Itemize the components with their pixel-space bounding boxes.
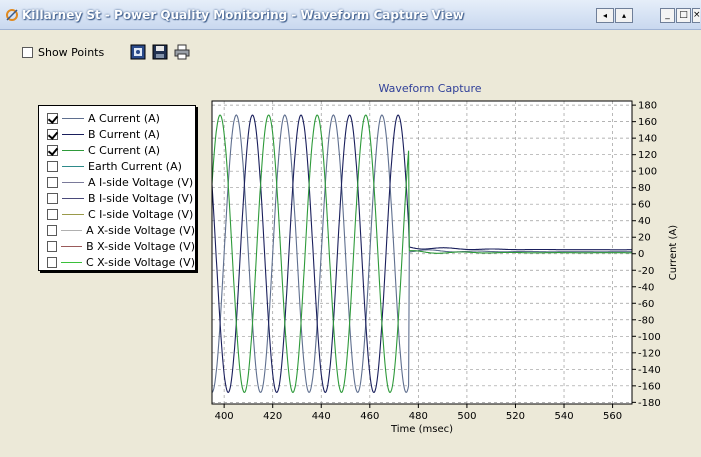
- window-title: Killarney St - Power Quality Monitoring …: [22, 8, 464, 22]
- y-tick-label: 160: [638, 117, 657, 128]
- x-tick-label: 560: [603, 411, 622, 422]
- legend-item[interactable]: Earth Current (A): [47, 158, 195, 174]
- y-tick-label: -20: [638, 266, 654, 277]
- show-points-label: Show Points: [38, 46, 105, 59]
- y-tick-label: 40: [638, 216, 651, 227]
- print-icon[interactable]: [174, 44, 190, 60]
- y-tick-label: 80: [638, 183, 651, 194]
- y-tick-label: 140: [638, 134, 657, 145]
- legend-label: B Current (A): [88, 127, 160, 141]
- chart-title: Waveform Capture: [378, 82, 482, 95]
- legend-label: B I-side Voltage (V): [88, 191, 194, 205]
- y-tick-label: -60: [638, 299, 654, 310]
- legend-checkbox[interactable]: [47, 144, 58, 156]
- y-tick-label: -160: [638, 381, 661, 392]
- legend-swatch: [61, 229, 83, 231]
- x-axis: 400 420 440 460 480 500 520 540 560: [215, 404, 622, 422]
- show-points-toggle[interactable]: Show Points: [22, 46, 104, 59]
- legend-item[interactable]: B X-side Voltage (V): [47, 238, 195, 254]
- y-tick-label: 60: [638, 200, 651, 211]
- legend-label: B X-side Voltage (V): [86, 239, 195, 253]
- legend-checkbox[interactable]: [47, 240, 58, 252]
- y-axis: 180 160 140 120 100 80 60 40 20 0 -20 -40 -60 -80 -100…: [632, 101, 661, 409]
- legend-swatch: [62, 213, 84, 215]
- legend-swatch: [62, 181, 84, 183]
- legend-swatch: [61, 261, 82, 263]
- legend-checkbox[interactable]: [47, 112, 58, 124]
- x-tick-label: 460: [360, 411, 379, 422]
- y-axis-label: Current (A): [668, 225, 679, 280]
- legend-item[interactable]: B Current (A): [47, 126, 195, 142]
- plot-border: [211, 100, 633, 405]
- legend-checkbox[interactable]: [47, 128, 58, 140]
- x-tick-label: 520: [506, 411, 525, 422]
- legend-swatch: [62, 165, 84, 167]
- series-line: [212, 114, 632, 394]
- legend-label: A Current (A): [88, 111, 160, 125]
- legend-label: A X-side Voltage (V): [86, 223, 195, 237]
- legend-swatch: [62, 133, 84, 135]
- scroll-left-button[interactable]: ◂: [596, 8, 614, 23]
- save-icon[interactable]: [152, 44, 168, 60]
- legend-item[interactable]: C Current (A): [47, 142, 195, 158]
- legend-swatch: [62, 197, 84, 199]
- legend-checkbox[interactable]: [47, 176, 58, 188]
- toolbar: Show Points: [22, 44, 322, 62]
- y-tick-label: -80: [638, 315, 654, 326]
- scroll-right-button[interactable]: ▴: [615, 8, 633, 23]
- y-tick-label: 120: [638, 150, 657, 161]
- legend-checkbox[interactable]: [47, 208, 58, 220]
- legend-label: C Current (A): [88, 143, 161, 157]
- legend-label: A I-side Voltage (V): [88, 175, 194, 189]
- legend-item[interactable]: C X-side Voltage (V): [47, 254, 195, 270]
- y-tick-label: 180: [638, 101, 657, 112]
- chart-legend: A Current (A) B Current (A) C Current (A) E…: [38, 105, 196, 271]
- y-tick-label: -100: [638, 332, 661, 343]
- legend-item[interactable]: C I-side Voltage (V): [47, 206, 195, 222]
- y-tick-label: -40: [638, 282, 654, 293]
- show-points-checkbox[interactable]: [22, 47, 33, 58]
- legend-label: Earth Current (A): [88, 159, 182, 173]
- legend-item[interactable]: A Current (A): [47, 110, 195, 126]
- series-layer: [212, 114, 632, 394]
- x-tick-label: 420: [263, 411, 282, 422]
- x-axis-label: Time (msec): [390, 424, 453, 435]
- maximize-button[interactable]: □: [676, 8, 691, 23]
- settings-icon[interactable]: [130, 44, 146, 60]
- minimize-button[interactable]: _: [660, 8, 675, 23]
- tab-scroll-buttons: ◂ ▴: [596, 8, 634, 23]
- y-tick-label: 20: [638, 233, 651, 244]
- y-tick-label: -180: [638, 398, 661, 409]
- title-bar: Killarney St - Power Quality Monitoring …: [0, 0, 701, 30]
- legend-checkbox[interactable]: [47, 224, 58, 236]
- x-tick-label: 400: [215, 411, 234, 422]
- x-tick-label: 500: [457, 411, 476, 422]
- x-tick-label: 440: [312, 411, 331, 422]
- legend-swatch: [61, 245, 83, 247]
- app-icon: [6, 9, 18, 21]
- window-controls: _ □ ×: [660, 8, 701, 23]
- legend-item[interactable]: A X-side Voltage (V): [47, 222, 195, 238]
- legend-checkbox[interactable]: [47, 192, 58, 204]
- legend-label: C I-side Voltage (V): [88, 207, 194, 221]
- x-tick-label: 480: [409, 411, 428, 422]
- y-tick-label: 100: [638, 167, 657, 178]
- legend-swatch: [62, 117, 84, 119]
- close-button[interactable]: ×: [692, 8, 701, 23]
- y-tick-label: -120: [638, 348, 661, 359]
- legend-checkbox[interactable]: [47, 256, 58, 268]
- legend-swatch: [62, 149, 84, 151]
- legend-checkbox[interactable]: [47, 160, 58, 172]
- series-line: [212, 114, 632, 393]
- waveform-chart: 400 420 440 460 480 500 520 540 560 180160140120…: [211, 100, 679, 435]
- y-tick-label: 0: [638, 249, 644, 260]
- series-line: [212, 114, 632, 393]
- legend-label: C X-side Voltage (V): [85, 255, 195, 269]
- legend-item[interactable]: B I-side Voltage (V): [47, 190, 195, 206]
- x-tick-label: 540: [554, 411, 573, 422]
- legend-item[interactable]: A I-side Voltage (V): [47, 174, 195, 190]
- y-tick-label: -140: [638, 365, 661, 376]
